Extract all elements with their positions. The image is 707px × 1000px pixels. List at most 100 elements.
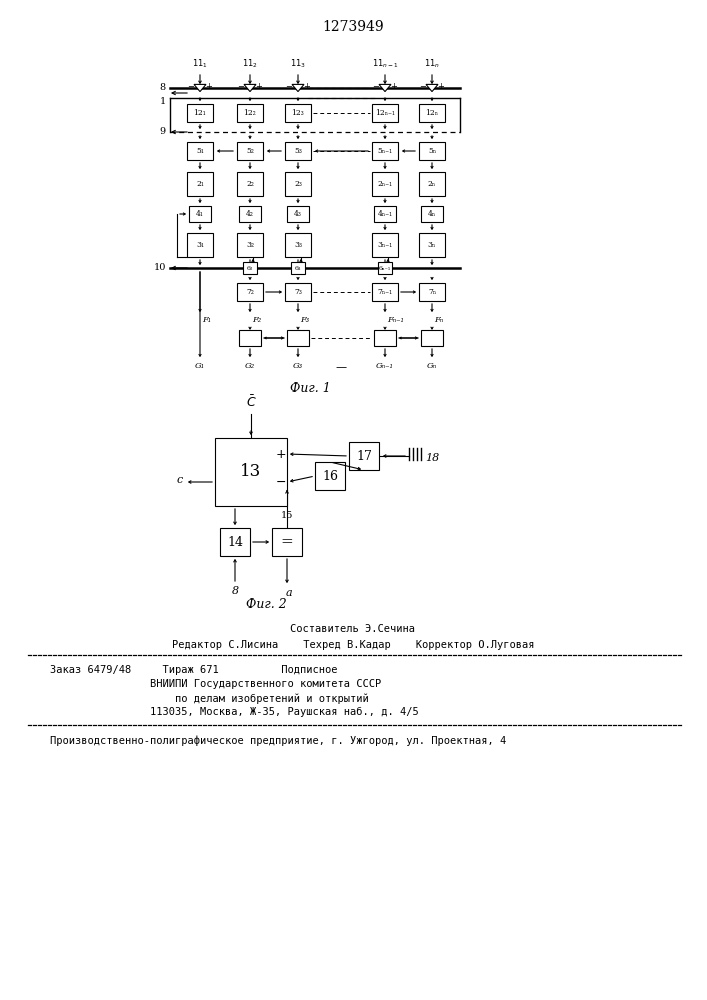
- Text: −: −: [373, 82, 380, 91]
- Text: +: +: [303, 82, 310, 91]
- Text: 18: 18: [425, 453, 439, 463]
- Text: 7ₙ: 7ₙ: [428, 288, 436, 296]
- Text: 5₃: 5₃: [294, 147, 302, 155]
- Bar: [237, 233, 263, 257]
- Text: 12ₙ₋₁: 12ₙ₋₁: [375, 109, 395, 117]
- Text: 8: 8: [231, 586, 238, 596]
- Polygon shape: [379, 84, 391, 92]
- Text: Fₙ: Fₙ: [434, 316, 443, 324]
- Bar: [239, 330, 261, 346]
- Bar: [237, 104, 263, 122]
- Bar: [187, 233, 213, 257]
- Bar: [237, 172, 263, 196]
- Text: 6₂: 6₂: [247, 265, 253, 270]
- Text: 2₃: 2₃: [294, 180, 302, 188]
- Text: 7₃: 7₃: [294, 288, 302, 296]
- Bar: [372, 233, 398, 257]
- Text: 2₂: 2₂: [246, 180, 254, 188]
- Text: G₃: G₃: [293, 362, 303, 370]
- Bar: [237, 142, 263, 160]
- Text: по делам изобретений и открытий: по делам изобретений и открытий: [175, 693, 369, 704]
- Bar: [419, 142, 445, 160]
- Text: $11_2$: $11_2$: [242, 57, 258, 70]
- Text: −: −: [238, 82, 245, 91]
- Bar: [187, 172, 213, 196]
- Text: 12₂: 12₂: [244, 109, 257, 117]
- Text: 14: 14: [227, 536, 243, 548]
- Text: 2ₙ₋₁: 2ₙ₋₁: [378, 180, 392, 188]
- Text: 4₁: 4₁: [196, 210, 204, 218]
- Bar: [372, 283, 398, 301]
- Text: 5ₙ₋₁: 5ₙ₋₁: [378, 147, 392, 155]
- Text: −: −: [419, 82, 426, 91]
- Bar: [285, 233, 311, 257]
- Text: 3₁: 3₁: [196, 241, 204, 249]
- Text: 13: 13: [240, 464, 262, 481]
- Text: 16: 16: [322, 470, 338, 483]
- Bar: [421, 330, 443, 346]
- Polygon shape: [292, 84, 304, 92]
- Text: 5₁: 5₁: [196, 147, 204, 155]
- Text: c: c: [177, 475, 183, 485]
- Bar: [285, 104, 311, 122]
- Polygon shape: [244, 84, 256, 92]
- Bar: [421, 206, 443, 222]
- Bar: [378, 262, 392, 274]
- Text: F₁: F₁: [202, 316, 211, 324]
- Text: +: +: [206, 82, 212, 91]
- Bar: [419, 104, 445, 122]
- Text: 12₃: 12₃: [291, 109, 305, 117]
- Text: 2₁: 2₁: [196, 180, 204, 188]
- Text: 4ₙ₋₁: 4ₙ₋₁: [378, 210, 392, 218]
- Bar: [285, 283, 311, 301]
- Text: $11_n$: $11_n$: [424, 57, 440, 70]
- Text: Фиг. 2: Фиг. 2: [245, 598, 286, 611]
- Text: 6ₙ₋₁: 6ₙ₋₁: [379, 265, 391, 270]
- Text: +: +: [276, 448, 286, 460]
- Bar: [287, 206, 309, 222]
- Text: $11_3$: $11_3$: [290, 57, 306, 70]
- Text: 113035, Москва, Ж-35, Раушская наб., д. 4/5: 113035, Москва, Ж-35, Раушская наб., д. …: [150, 707, 419, 717]
- Text: 7₂: 7₂: [246, 288, 254, 296]
- Bar: [272, 528, 302, 556]
- Text: 3₃: 3₃: [294, 241, 302, 249]
- Text: 2ₙ: 2ₙ: [428, 180, 436, 188]
- Text: G₂: G₂: [245, 362, 255, 370]
- Bar: [374, 330, 396, 346]
- Text: −: −: [276, 476, 286, 488]
- Bar: [215, 438, 287, 506]
- Bar: [291, 262, 305, 274]
- Bar: [220, 528, 250, 556]
- Text: −: −: [286, 82, 293, 91]
- Text: +: +: [438, 82, 445, 91]
- Bar: [419, 233, 445, 257]
- Text: 17: 17: [356, 450, 372, 462]
- Text: 8: 8: [160, 84, 166, 93]
- Text: a: a: [286, 588, 292, 598]
- Text: +: +: [390, 82, 397, 91]
- Bar: [187, 104, 213, 122]
- Text: Gₙ₋₁: Gₙ₋₁: [376, 362, 394, 370]
- Text: 12ₙ: 12ₙ: [426, 109, 438, 117]
- Bar: [285, 142, 311, 160]
- Text: $\bar{C}$: $\bar{C}$: [245, 394, 257, 410]
- Bar: [372, 104, 398, 122]
- Text: 9: 9: [160, 127, 166, 136]
- Bar: [372, 172, 398, 196]
- Bar: [285, 172, 311, 196]
- Text: 10: 10: [153, 263, 166, 272]
- Text: Редактор С.Лисина    Техред В.Кадар    Корректор О.Луговая: Редактор С.Лисина Техред В.Кадар Коррект…: [172, 640, 534, 650]
- Text: —: —: [336, 362, 347, 372]
- Bar: [419, 283, 445, 301]
- Bar: [243, 262, 257, 274]
- Text: 5ₙ: 5ₙ: [428, 147, 436, 155]
- Text: 12₁: 12₁: [194, 109, 206, 117]
- Bar: [372, 142, 398, 160]
- Text: 3ₙ: 3ₙ: [428, 241, 436, 249]
- Text: Fₙ₋₁: Fₙ₋₁: [387, 316, 404, 324]
- Text: Производственно-полиграфическое предприятие, г. Ужгород, ул. Проектная, 4: Производственно-полиграфическое предприя…: [50, 735, 506, 746]
- Text: 3ₙ₋₁: 3ₙ₋₁: [378, 241, 392, 249]
- Text: 4₃: 4₃: [294, 210, 302, 218]
- Text: Gₙ: Gₙ: [427, 362, 437, 370]
- Text: F₃: F₃: [300, 316, 309, 324]
